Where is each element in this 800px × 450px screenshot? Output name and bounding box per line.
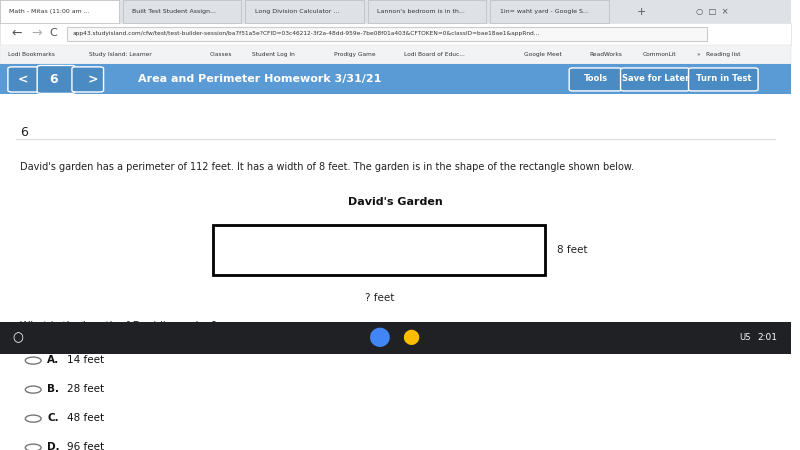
Text: 6: 6 — [50, 73, 58, 86]
Text: +: + — [636, 6, 646, 17]
Bar — [490, 0, 609, 23]
Text: Turn in Test: Turn in Test — [695, 74, 751, 83]
Text: Google Meet: Google Meet — [524, 52, 562, 57]
Text: Study Island: Learner: Study Island: Learner — [90, 52, 152, 57]
Text: What is the length of David's garden?: What is the length of David's garden? — [20, 321, 217, 331]
Text: CommonLit: CommonLit — [642, 52, 676, 57]
Bar — [0, 0, 118, 23]
Text: Classes: Classes — [210, 52, 232, 57]
Bar — [245, 0, 364, 23]
FancyBboxPatch shape — [689, 68, 758, 91]
Text: 96 feet: 96 feet — [67, 442, 104, 450]
Text: C.: C. — [47, 413, 59, 423]
Text: D.: D. — [47, 442, 60, 450]
Text: C: C — [49, 28, 57, 38]
Text: Reading list: Reading list — [706, 52, 741, 57]
Text: →: → — [32, 27, 42, 39]
Bar — [122, 0, 241, 23]
Text: Lodi Board of Educ...: Lodi Board of Educ... — [404, 52, 465, 57]
Text: US: US — [739, 333, 750, 342]
Text: app43.studyisland.com/cfw/test/test-builder-session/ba7f51a5e?CFID=03c46212-3f2a: app43.studyisland.com/cfw/test/test-buil… — [73, 31, 540, 36]
Bar — [67, 27, 707, 41]
Text: David's Garden: David's Garden — [348, 197, 442, 207]
Bar — [367, 0, 486, 23]
Bar — [0, 0, 790, 23]
Text: ⬤: ⬤ — [369, 328, 390, 347]
Text: A.: A. — [47, 355, 60, 365]
FancyBboxPatch shape — [621, 68, 690, 91]
Text: ReadWorks: ReadWorks — [589, 52, 622, 57]
Text: 48 feet: 48 feet — [67, 413, 104, 423]
FancyBboxPatch shape — [569, 68, 622, 91]
Text: David's garden has a perimeter of 112 feet. It has a width of 8 feet. The garden: David's garden has a perimeter of 112 fe… — [20, 162, 634, 172]
Text: Built Test Student Assign...: Built Test Student Assign... — [132, 9, 216, 14]
FancyBboxPatch shape — [72, 67, 103, 92]
Text: >: > — [88, 73, 98, 86]
Text: Long Division Calculator ...: Long Division Calculator ... — [254, 9, 339, 14]
Text: 8 feet: 8 feet — [558, 245, 588, 255]
Text: ? feet: ? feet — [365, 292, 394, 303]
Circle shape — [26, 415, 41, 422]
FancyBboxPatch shape — [8, 67, 39, 92]
Circle shape — [26, 386, 41, 393]
Text: Lodi Bookmarks: Lodi Bookmarks — [8, 52, 54, 57]
Text: ⬤: ⬤ — [402, 330, 420, 345]
Text: ○  □  ×: ○ □ × — [696, 7, 728, 16]
Text: Area and Perimeter Homework 3/31/21: Area and Perimeter Homework 3/31/21 — [138, 74, 382, 84]
Text: 28 feet: 28 feet — [67, 384, 104, 394]
Text: Student Log In: Student Log In — [252, 52, 295, 57]
Text: ←: ← — [12, 27, 22, 39]
Text: Lannon's bedroom is in th...: Lannon's bedroom is in th... — [377, 9, 465, 14]
Text: »: » — [697, 52, 700, 57]
Bar — [0, 64, 790, 94]
Bar — [0, 322, 790, 354]
Text: <: < — [18, 73, 28, 86]
Text: ○: ○ — [13, 331, 23, 344]
Circle shape — [26, 357, 41, 364]
Text: Save for Later: Save for Later — [622, 74, 689, 83]
Text: 14 feet: 14 feet — [67, 355, 104, 365]
Bar — [214, 225, 546, 275]
Bar — [0, 45, 790, 64]
Text: Prodigy Game: Prodigy Game — [334, 52, 375, 57]
Text: Tools: Tools — [583, 74, 608, 83]
Text: 6: 6 — [20, 126, 28, 140]
Circle shape — [26, 444, 41, 450]
FancyBboxPatch shape — [37, 65, 75, 94]
Bar — [0, 23, 790, 45]
Text: 2:01: 2:01 — [758, 333, 778, 342]
Text: 1in= waht yard - Google S...: 1in= waht yard - Google S... — [499, 9, 589, 14]
Text: Math - Mitas (11:00 am ...: Math - Mitas (11:00 am ... — [10, 9, 90, 14]
Text: B.: B. — [47, 384, 59, 394]
